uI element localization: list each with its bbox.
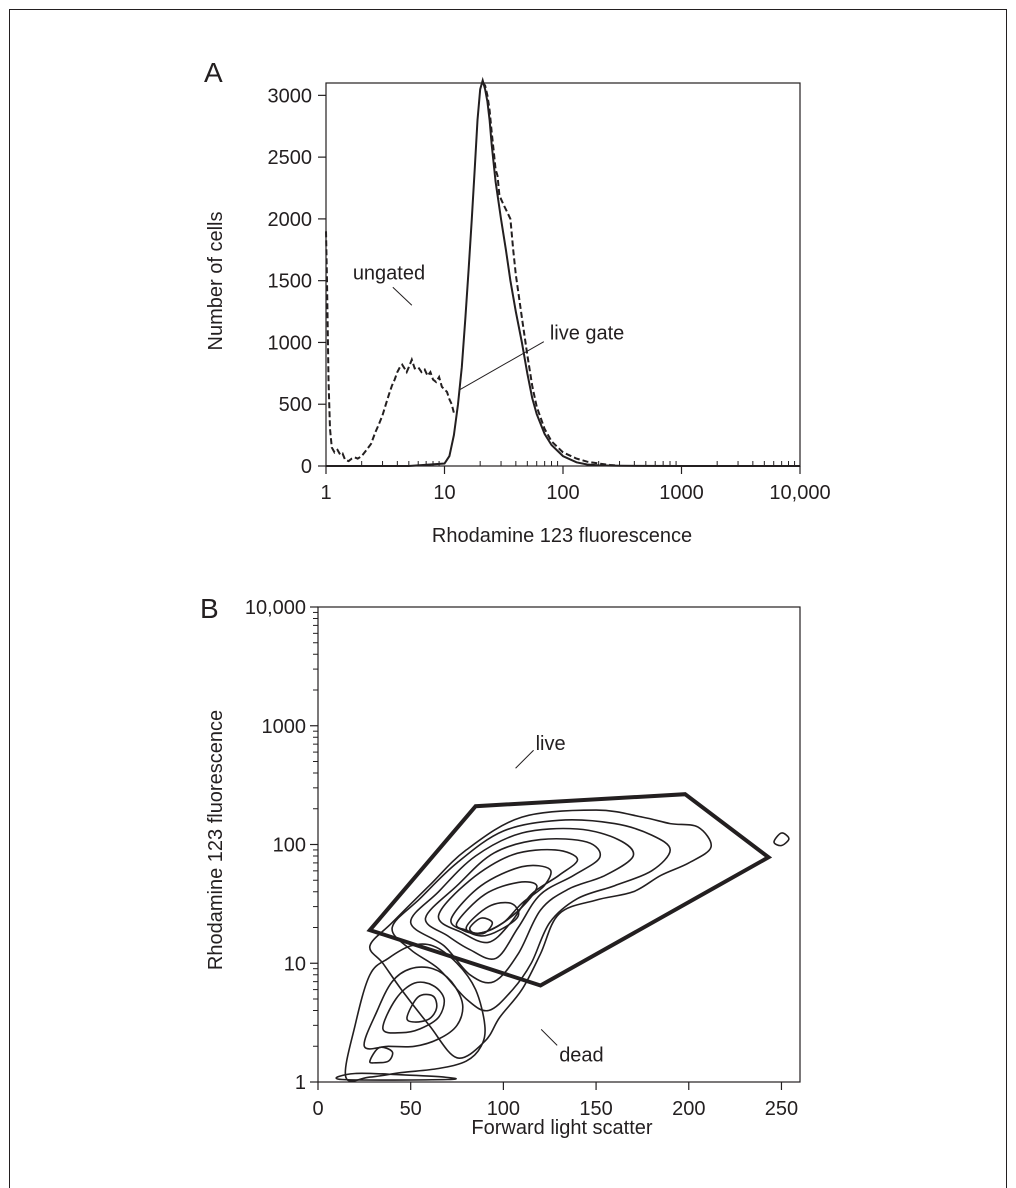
- contour-line: [335, 1072, 457, 1081]
- x-tick-label: 150: [579, 1098, 612, 1120]
- y-tick-label: 500: [279, 394, 312, 416]
- y-tick-label: 1: [295, 1072, 306, 1094]
- x-tick-label: 10: [433, 482, 455, 504]
- panel-a: A 1 10 100 1000 10,000 0 500 1000 1500 2000 2500 3…: [204, 57, 831, 547]
- panel-b-letter: B: [200, 593, 219, 624]
- panel-a-series: [325, 76, 800, 467]
- contour-line: [344, 943, 486, 1082]
- x-tick-label: 50: [400, 1098, 422, 1120]
- panel-a-x-ticks: 1 10 100 1000 10,000: [320, 461, 831, 504]
- contour-line: [424, 837, 602, 960]
- y-tick-label: 1000: [268, 332, 313, 354]
- contour-line: [391, 819, 672, 1012]
- series-ungated-line-right: [481, 82, 618, 467]
- contour-line: [369, 1046, 394, 1064]
- series-live-gate-line: [326, 76, 800, 467]
- panel-b-plot-frame: [317, 606, 801, 1083]
- x-tick-label: 0: [312, 1098, 323, 1120]
- contour-line: [406, 993, 438, 1023]
- contour-line: [369, 809, 712, 1059]
- y-tick-label: 0: [301, 456, 312, 478]
- x-tick-label: 100: [487, 1098, 520, 1120]
- annotation-live: live: [536, 733, 566, 755]
- panel-b-contours: [335, 809, 790, 1082]
- panel-b-y-axis-label: Rhodamine 123 fluorescence: [205, 710, 227, 970]
- annotation-dead-leader: [540, 1029, 558, 1046]
- contour-line: [773, 832, 790, 847]
- x-tick-label: 100: [546, 482, 579, 504]
- panel-a-x-axis-label: Rhodamine 123 fluorescence: [432, 525, 692, 547]
- y-tick-label: 10,000: [245, 597, 306, 619]
- panel-b-x-ticks: 0 50 100 150 200 250: [312, 1082, 798, 1120]
- x-tick-label: 10,000: [769, 482, 830, 504]
- panel-a-y-ticks: 0 500 1000 1500 2000 2500 3000: [268, 85, 326, 478]
- contour-line: [363, 966, 464, 1050]
- annotation-ungated-leader: [392, 286, 413, 306]
- panel-b: B 0 50 100 150 200 250 1 10 100 1000 10,000 live d…: [200, 593, 801, 1139]
- contour-line: [465, 901, 520, 937]
- annotation-live-gate-leader: [459, 341, 545, 391]
- gate-live-polygon: [366, 792, 773, 988]
- contour-line: [468, 917, 494, 935]
- panel-a-y-axis-label: Number of cells: [205, 212, 227, 351]
- panel-b-x-axis-label: Forward light scatter: [471, 1117, 653, 1139]
- y-tick-label: 1000: [262, 716, 307, 738]
- y-tick-label: 1500: [268, 271, 313, 293]
- y-tick-label: 3000: [268, 85, 313, 107]
- contour-line: [409, 827, 635, 984]
- x-tick-label: 200: [672, 1098, 705, 1120]
- x-tick-label: 1000: [659, 482, 704, 504]
- contour-line: [455, 880, 538, 935]
- x-tick-label: 1: [320, 482, 331, 504]
- figure-frame: [9, 9, 1007, 1188]
- annotation-live-leader: [515, 749, 534, 769]
- panel-b-annotations: live dead: [515, 733, 604, 1066]
- y-tick-label: 10: [284, 953, 306, 975]
- panel-a-annotations: ungated live gate: [353, 262, 625, 391]
- annotation-live-gate: live gate: [550, 323, 625, 345]
- y-tick-label: 2000: [268, 209, 313, 231]
- annotation-ungated: ungated: [353, 262, 425, 284]
- series-ungated-line: [325, 231, 455, 463]
- x-tick-label: 250: [765, 1098, 798, 1120]
- y-tick-label: 100: [273, 835, 306, 857]
- contour-line: [382, 981, 446, 1034]
- panel-a-letter: A: [204, 57, 223, 88]
- panel-b-gates: [366, 792, 773, 988]
- contour-line: [437, 848, 579, 944]
- y-tick-label: 2500: [268, 147, 313, 169]
- panel-b-y-ticks: 1 10 100 1000 10,000: [245, 597, 318, 1094]
- annotation-dead: dead: [559, 1044, 604, 1066]
